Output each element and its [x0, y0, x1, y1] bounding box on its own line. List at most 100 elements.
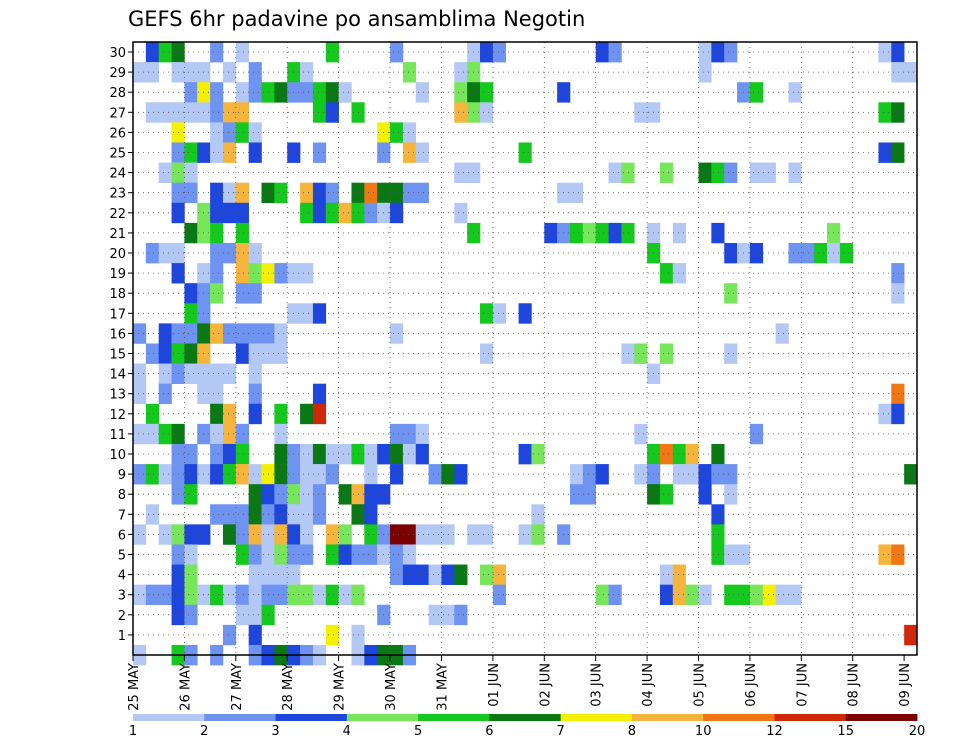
heatmap-cell [222, 182, 237, 204]
y-tick-label: 21 [109, 227, 126, 242]
y-tick-label: 13 [109, 388, 126, 403]
heatmap-cell [158, 162, 172, 183]
y-tick-label: 24 [109, 167, 126, 182]
y-tick-label: 19 [109, 267, 126, 282]
heatmap-cell [775, 584, 789, 606]
colorbar-swatch [204, 714, 276, 721]
y-tick-label: 4 [118, 569, 126, 584]
heatmap-cell [364, 202, 378, 224]
heatmap-cell [158, 464, 172, 485]
heatmap-cell [402, 182, 417, 204]
heatmap-cell [145, 584, 159, 606]
x-tick-label: 31 MAY [436, 663, 451, 711]
colorbar-legend: 1 2 3 4 5 6 7 8 10 12 15 20 [129, 714, 925, 739]
heatmap-cell [608, 584, 622, 606]
heatmap-cell [891, 102, 905, 123]
heatmap-cell [210, 363, 224, 384]
y-tick-label: 5 [118, 549, 126, 564]
colorbar-swatch [774, 714, 847, 721]
x-tick-label: 04 JUN [641, 663, 656, 707]
heatmap-cell [762, 584, 776, 606]
heatmap-cell [891, 263, 905, 284]
heatmap-cell [158, 363, 172, 384]
heatmap-cell [325, 82, 339, 103]
heatmap-cell [300, 182, 314, 204]
heatmap-cell [184, 564, 198, 585]
heatmap-cell [210, 584, 224, 606]
heatmap-cell [338, 443, 352, 465]
heatmap-cell [480, 564, 494, 585]
heatmap-cell [480, 343, 494, 364]
heatmap-cell [210, 202, 224, 224]
heatmap-cell [235, 443, 249, 465]
colorbar-label: 6 [485, 724, 493, 739]
y-tick-label: 1 [118, 629, 126, 644]
heatmap-cell [338, 584, 352, 606]
heatmap-cell [364, 484, 378, 505]
heatmap-cell [569, 484, 584, 505]
heatmap-cell [891, 403, 905, 425]
heatmap-cell [711, 443, 725, 465]
heatmap-cell [415, 524, 429, 545]
y-tick-label: 23 [109, 187, 126, 202]
heatmap-cell [222, 142, 237, 163]
heatmap-cell [248, 484, 262, 505]
heatmap-cell [210, 323, 224, 344]
heatmap-cell [312, 102, 327, 123]
heatmap-cell [595, 464, 609, 485]
heatmap-cell [672, 584, 686, 606]
heatmap-cell [248, 403, 262, 425]
colorbar-label: 3 [271, 724, 279, 739]
heatmap-cell [210, 142, 224, 163]
heatmap-cell [184, 484, 198, 505]
heatmap-cell [325, 464, 339, 485]
heatmap-cell [312, 383, 327, 405]
heatmap-cell [325, 624, 339, 646]
y-tick-label: 11 [109, 428, 126, 443]
heatmap-cell [210, 263, 224, 284]
heatmap-cell [390, 564, 404, 585]
heatmap-cell [891, 544, 905, 565]
x-tick-label: 08 JUN [847, 663, 862, 707]
heatmap-cell [235, 122, 249, 143]
heatmap-cell [133, 423, 147, 445]
heatmap-cell [402, 443, 417, 465]
heatmap-cell [274, 403, 288, 425]
heatmap-cell [518, 303, 532, 324]
heatmap-cell [210, 222, 224, 244]
heatmap-cell [711, 162, 725, 183]
y-tick-label: 25 [109, 147, 126, 162]
heatmap-cell [222, 202, 237, 224]
heatmap-cell [235, 263, 249, 284]
x-tick-label: 06 JUN [744, 663, 759, 707]
heatmap-cell [300, 524, 314, 545]
heatmap-cell [634, 343, 648, 364]
heatmap-cell [300, 403, 314, 425]
heatmap-cell [390, 122, 404, 143]
heatmap-cell [145, 242, 159, 264]
heatmap-cell [582, 484, 596, 505]
heatmap-cell [518, 524, 532, 545]
heatmap-cell [222, 403, 237, 425]
heatmap-cell [210, 102, 224, 123]
heatmap-cell [312, 464, 327, 485]
heatmap-cell [672, 564, 686, 585]
y-tick-label: 17 [109, 307, 126, 322]
heatmap-cell [325, 544, 339, 565]
heatmap-cell [878, 42, 892, 63]
heatmap-cell [300, 202, 314, 224]
heatmap-cell [222, 464, 237, 485]
heatmap-cell [210, 403, 224, 425]
heatmap-cell [235, 524, 249, 545]
heatmap-cell [248, 62, 262, 83]
heatmap-cell [724, 484, 738, 505]
heatmap-cell [184, 584, 198, 606]
heatmap-cell [390, 323, 404, 344]
heatmap-cell [402, 564, 417, 585]
heatmap-cell [672, 263, 686, 284]
x-tick-label: 05 JUN [693, 663, 708, 707]
heatmap-cell [698, 484, 712, 505]
heatmap-cell [659, 162, 674, 183]
y-tick-label: 8 [118, 488, 126, 503]
heatmap-cell [248, 383, 262, 405]
